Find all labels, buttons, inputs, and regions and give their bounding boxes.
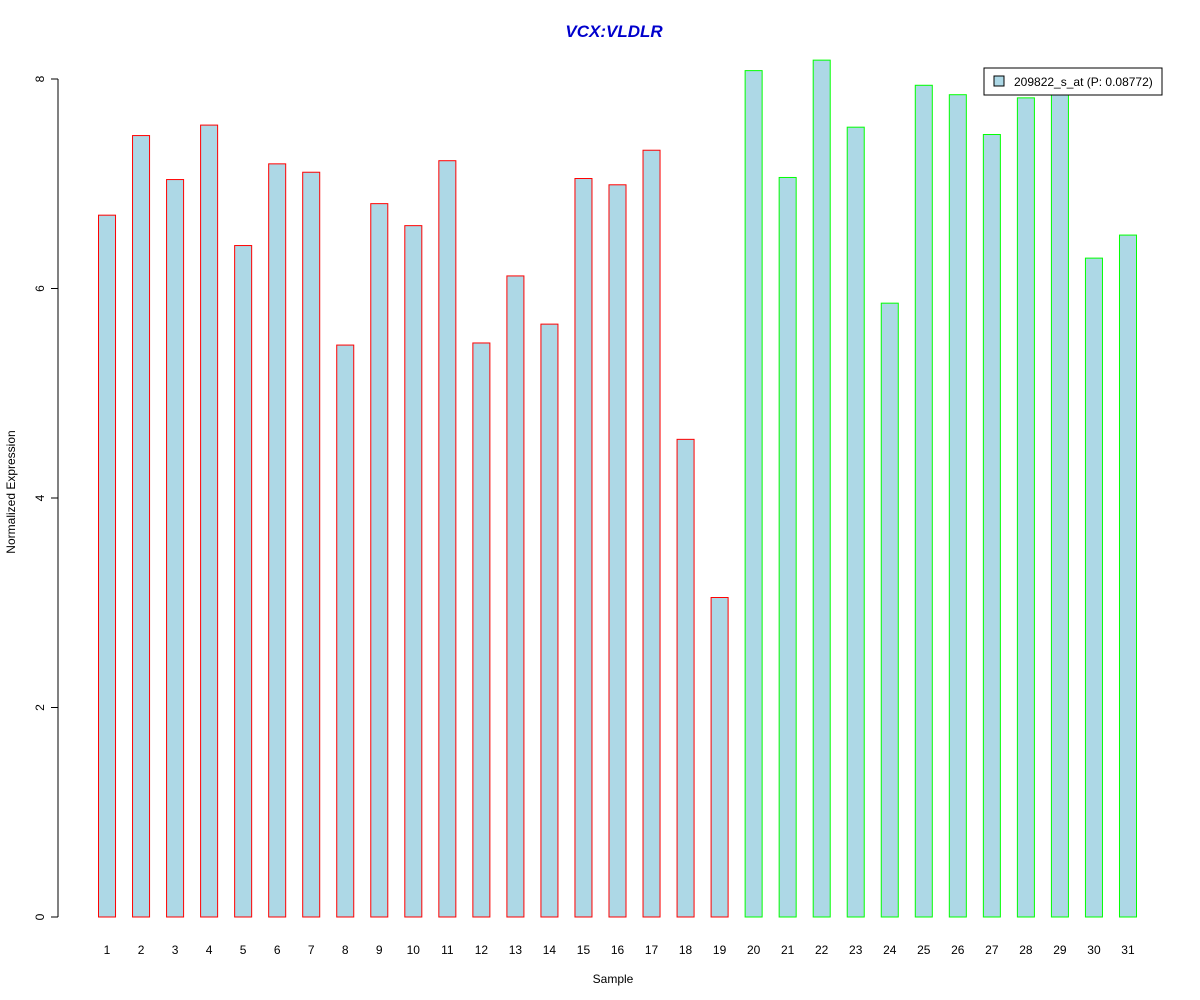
x-tick-label: 25 (917, 943, 931, 957)
bar-sample-11 (438, 160, 457, 918)
bar-sample-15 (574, 178, 593, 918)
x-tick-label: 8 (342, 943, 349, 957)
y-axis: 0 2 4 6 8 (33, 75, 59, 920)
bar-sample-2 (132, 135, 151, 918)
x-tick-label: 18 (679, 943, 693, 957)
x-tick-label: 2 (138, 943, 145, 957)
chart-title: VCX:VLDLR (565, 22, 663, 41)
x-tick-label: 11 (441, 943, 454, 957)
legend-entry: 209822_s_at (P: 0.08772) (1014, 75, 1153, 89)
x-tick-label: 13 (509, 943, 523, 957)
x-tick-label: 27 (985, 943, 999, 957)
bar-sample-31 (1118, 234, 1137, 918)
bar-sample-7 (302, 171, 321, 918)
bar-sample-13 (506, 275, 525, 918)
x-tick-label: 22 (815, 943, 829, 957)
x-tick-label: 23 (849, 943, 863, 957)
x-tick-label: 12 (475, 943, 489, 957)
x-tick-label: 6 (274, 943, 281, 957)
bar-sample-4 (200, 124, 219, 918)
bar-sample-24 (880, 302, 899, 918)
y-tick-label: 6 (33, 285, 47, 292)
y-tick-label: 4 (33, 494, 47, 501)
bar-sample-17 (642, 149, 661, 918)
x-tick-label: 9 (376, 943, 383, 957)
x-tick-label: 5 (240, 943, 247, 957)
x-tick-label: 26 (951, 943, 965, 957)
bar-sample-21 (778, 176, 797, 918)
x-tick-label: 24 (883, 943, 897, 957)
bar-sample-9 (370, 203, 389, 918)
bar-sample-28 (1016, 97, 1035, 918)
bar-sample-10 (404, 225, 423, 918)
x-tick-label: 17 (645, 943, 659, 957)
x-tick-label: 19 (713, 943, 727, 957)
bars-group (98, 59, 1137, 918)
bar-sample-16 (608, 184, 627, 918)
x-tick-label: 3 (172, 943, 179, 957)
x-tick-label: 4 (206, 943, 213, 957)
y-tick-label: 0 (33, 913, 47, 920)
bar-sample-3 (166, 179, 185, 918)
x-tick-label: 30 (1087, 943, 1101, 957)
x-tick-labels: 1 2 3 4 5 6 7 8 9 10 11 12 13 14 15 16 17 18 19 20 21 22 23 24 2… (104, 943, 1135, 957)
x-tick-label: 7 (308, 943, 315, 957)
bar-sample-22 (812, 59, 831, 918)
bar-sample-27 (982, 134, 1001, 918)
x-tick-label: 10 (407, 943, 421, 957)
x-tick-label: 31 (1121, 943, 1135, 957)
y-tick-label: 8 (33, 75, 47, 82)
bar-sample-19 (710, 597, 729, 918)
bar-sample-26 (948, 94, 967, 918)
x-tick-label: 14 (543, 943, 557, 957)
bar-sample-29 (1050, 91, 1069, 918)
x-tick-label: 29 (1053, 943, 1067, 957)
x-tick-label: 16 (611, 943, 625, 957)
x-tick-label: 28 (1019, 943, 1033, 957)
x-tick-label: 15 (577, 943, 591, 957)
bar-sample-14 (540, 323, 559, 918)
legend: 209822_s_at (P: 0.08772) (983, 67, 1163, 96)
bar-sample-6 (268, 163, 287, 918)
bar-sample-18 (676, 438, 695, 918)
bar-sample-30 (1084, 257, 1103, 918)
x-tick-label: 1 (104, 943, 111, 957)
bar-sample-25 (914, 84, 933, 918)
legend-box (983, 67, 1163, 96)
y-axis-label: Normalized Expression (4, 430, 18, 553)
bar-sample-5 (234, 245, 253, 918)
bar-sample-23 (846, 126, 865, 918)
bar-sample-12 (472, 342, 491, 918)
y-tick-label: 2 (33, 704, 47, 711)
x-tick-label: 21 (781, 943, 795, 957)
bar-sample-8 (336, 344, 355, 918)
x-tick-label: 20 (747, 943, 761, 957)
x-axis-label: Sample (593, 972, 634, 986)
bar-sample-20 (744, 70, 763, 918)
legend-swatch (993, 75, 1005, 87)
bar-sample-1 (98, 214, 117, 918)
